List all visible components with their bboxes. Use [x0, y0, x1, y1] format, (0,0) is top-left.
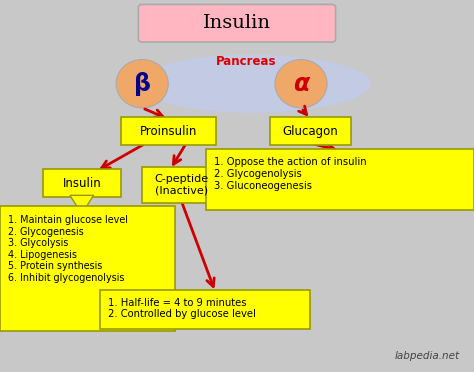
Text: Glucagon: Glucagon	[283, 125, 338, 138]
FancyBboxPatch shape	[206, 149, 474, 210]
FancyBboxPatch shape	[138, 4, 336, 42]
Text: C-peptide
(Inactive): C-peptide (Inactive)	[154, 174, 209, 196]
Polygon shape	[70, 195, 93, 214]
FancyBboxPatch shape	[0, 206, 175, 331]
Ellipse shape	[275, 60, 327, 108]
FancyBboxPatch shape	[121, 117, 216, 145]
Text: Pancreas: Pancreas	[216, 55, 277, 68]
Text: 1. Maintain glucose level
2. Glycogenesis
3. Glycolysis
4. Lipogenesis
5. Protei: 1. Maintain glucose level 2. Glycogenesi…	[8, 215, 128, 283]
Text: 1. Half-life = 4 to 9 minutes
2. Controlled by glucose level: 1. Half-life = 4 to 9 minutes 2. Control…	[108, 298, 255, 319]
Text: labpedia.net: labpedia.net	[395, 351, 460, 361]
FancyBboxPatch shape	[142, 167, 220, 203]
FancyBboxPatch shape	[270, 117, 351, 145]
FancyBboxPatch shape	[100, 290, 310, 329]
Text: 1. Oppose the action of insulin
2. Glycogenolysis
3. Gluconeogenesis: 1. Oppose the action of insulin 2. Glyco…	[214, 157, 367, 190]
Ellipse shape	[116, 60, 168, 108]
PathPatch shape	[143, 55, 371, 113]
Text: Insulin: Insulin	[203, 14, 271, 32]
FancyBboxPatch shape	[43, 169, 121, 197]
Text: Insulin: Insulin	[63, 177, 101, 190]
Text: Proinsulin: Proinsulin	[139, 125, 197, 138]
Text: β: β	[134, 72, 151, 96]
Text: α: α	[293, 72, 309, 96]
